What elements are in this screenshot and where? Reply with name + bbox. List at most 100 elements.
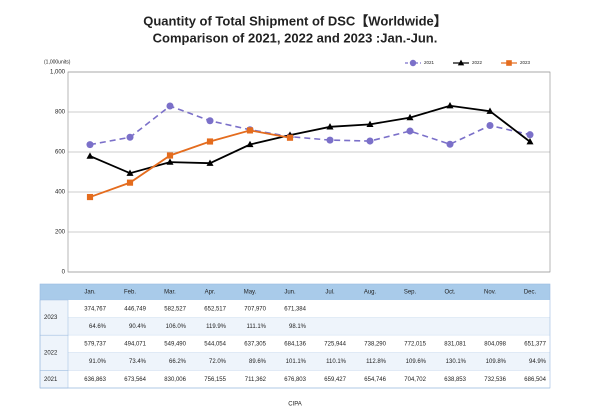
table-cell: 686,504 <box>524 377 546 383</box>
point <box>366 120 374 127</box>
table-cell: 659,427 <box>324 377 346 383</box>
table-month: Oct. <box>444 290 455 296</box>
legend-label: 2021 <box>424 60 435 65</box>
table-cell: 684,136 <box>284 342 306 348</box>
table-cell: 582,527 <box>164 306 186 312</box>
table-cell: 89.6% <box>249 359 267 365</box>
legend-marker <box>409 59 417 67</box>
table-cell: 91.0% <box>89 359 107 365</box>
table-month: Aug. <box>364 290 377 296</box>
table-cell: 725,944 <box>324 342 346 348</box>
table-cell: 109.6% <box>406 359 427 365</box>
table-row-bg <box>40 317 550 336</box>
table-cell: 90.4% <box>129 324 147 330</box>
table-cell: 732,536 <box>484 377 506 383</box>
legend-marker <box>457 59 465 66</box>
table-cell: 637,305 <box>244 342 266 348</box>
table-cell: 652,517 <box>204 306 226 312</box>
table-cell: 676,803 <box>284 377 306 383</box>
table-cell: 110.1% <box>326 359 347 365</box>
series-line <box>89 105 531 146</box>
table-cell: 109.8% <box>486 359 507 365</box>
table-cell: 374,767 <box>84 306 106 312</box>
table-year: 2021 <box>44 377 58 383</box>
point <box>486 121 494 130</box>
table-border <box>39 283 551 389</box>
series-line <box>89 129 291 198</box>
table-cell: 112.8% <box>366 359 387 365</box>
table-row-bg <box>40 352 550 371</box>
point <box>286 134 294 141</box>
point <box>166 102 174 110</box>
point <box>526 131 534 139</box>
point <box>206 138 214 145</box>
y-tick-label: 1,000 <box>50 70 66 76</box>
point <box>86 193 94 201</box>
point <box>526 137 534 145</box>
table-cell: 94.9% <box>529 359 547 365</box>
table-cell: 756,155 <box>204 377 226 383</box>
table-cell: 804,098 <box>484 342 506 348</box>
point <box>406 127 414 135</box>
table-cell: 831,081 <box>444 342 466 348</box>
series-line <box>89 104 531 175</box>
table-month: May. <box>244 290 257 296</box>
point <box>326 123 334 130</box>
table-year: 2023 <box>44 315 58 321</box>
point <box>446 102 454 109</box>
table-year-bg <box>39 334 69 371</box>
table-month: Mar. <box>164 290 176 296</box>
plot-area <box>67 71 551 273</box>
table-month: Jun. <box>284 290 296 296</box>
point <box>86 152 94 159</box>
table-cell: 636,863 <box>84 377 106 383</box>
table-cell: 671,384 <box>284 306 306 312</box>
point <box>126 169 134 176</box>
point <box>406 113 414 121</box>
table-cell: 651,377 <box>524 342 546 348</box>
table-cell: 549,490 <box>164 342 186 348</box>
table-month: Jul. <box>325 290 335 296</box>
table-cell: 544,054 <box>204 342 226 348</box>
point <box>206 159 214 166</box>
point <box>166 158 174 165</box>
table-row-bg <box>40 300 550 318</box>
table-month: Jan. <box>84 290 96 296</box>
table-month: Sep. <box>404 290 417 296</box>
table-cell: 738,290 <box>364 342 386 348</box>
table-year: 2022 <box>44 350 58 356</box>
table-cell: 673,564 <box>124 377 146 383</box>
y-tick-label: 0 <box>62 270 66 276</box>
y-tick-label: 800 <box>55 110 66 116</box>
table-cell: 101.1% <box>286 359 307 365</box>
point <box>366 137 374 145</box>
chart-subtitle: Comparison of 2021, 2022 and 2023 :Jan.-… <box>153 30 438 45</box>
table-cell: 704,702 <box>404 377 426 383</box>
table-cell: 654,746 <box>364 377 386 383</box>
y-tick-label: 200 <box>55 230 66 236</box>
point <box>166 152 174 159</box>
chart-title: Quantity of Total Shipment of DSC【Worldw… <box>143 13 447 28</box>
table-cell: 119.9% <box>206 324 227 330</box>
y-tick-label: 400 <box>55 190 66 196</box>
table-cell: 98.1% <box>289 324 307 330</box>
point <box>446 140 454 148</box>
source: CIPA <box>288 402 302 408</box>
legend-marker <box>506 60 512 66</box>
table-cell: 579,737 <box>84 342 106 348</box>
table-month: Feb. <box>124 290 136 296</box>
table-cell: 111.1% <box>247 324 267 330</box>
y-axis-label: (1,000units) <box>44 59 71 65</box>
point <box>326 136 334 144</box>
y-tick-label: 600 <box>55 150 66 156</box>
table-month: Nov. <box>484 290 496 296</box>
table-row-bg <box>40 370 550 388</box>
table-cell: 106.0% <box>166 324 187 330</box>
point <box>486 107 494 114</box>
table-month: Apr. <box>205 290 216 296</box>
table-cell: 72.0% <box>209 359 227 365</box>
table-cell: 830,006 <box>164 377 186 383</box>
legend-label: 2023 <box>520 60 531 65</box>
table-cell: 638,853 <box>444 377 466 383</box>
